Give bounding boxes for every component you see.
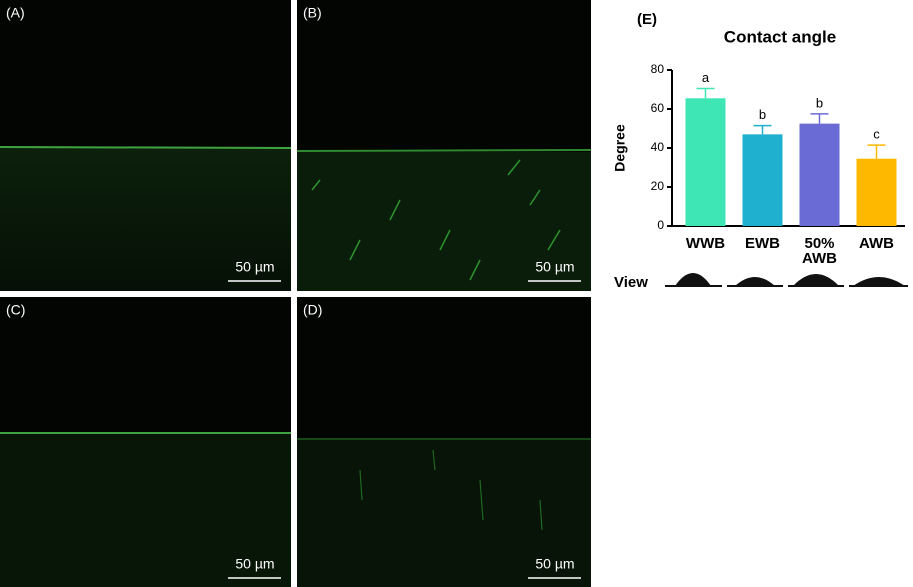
y-tick-label: 40 <box>651 140 665 154</box>
micrograph-d <box>297 297 591 587</box>
significance-letter: a <box>702 70 710 85</box>
x-tick-label: 50% AWB <box>802 235 837 267</box>
scale-bar-label: 50 µm <box>235 556 274 572</box>
x-tick-label: EWB <box>745 235 780 252</box>
panel-label: (B) <box>303 5 322 21</box>
significance-letter: b <box>816 95 823 110</box>
x-tick-label: WWB <box>685 235 726 252</box>
bar <box>742 134 783 226</box>
error-bar <box>810 113 829 124</box>
y-tick-label: 20 <box>651 179 665 193</box>
significance-letter: c <box>873 127 880 142</box>
y-tick-label: 0 <box>657 218 664 232</box>
x-tick-label: AWB <box>859 235 894 252</box>
significance-letter: b <box>759 107 766 122</box>
micrograph-b <box>296 0 592 291</box>
panel-label: (C) <box>6 302 25 318</box>
micrograph-c <box>0 297 291 587</box>
error-bar <box>753 124 772 135</box>
bar <box>856 158 897 226</box>
droplet-views <box>665 273 908 287</box>
error-bar <box>696 87 715 99</box>
scale-bar-label: 50 µm <box>535 259 574 275</box>
panel-label: (A) <box>6 5 25 21</box>
chart-title: Contact angle <box>724 27 836 46</box>
y-tick-label: 60 <box>651 101 665 115</box>
bar <box>685 98 726 226</box>
bar <box>799 123 840 226</box>
micrograph-a <box>0 0 292 291</box>
panel-label: (E) <box>637 11 657 28</box>
panel-label: (D) <box>303 302 322 318</box>
error-bar <box>867 144 886 159</box>
view-label: View <box>614 274 648 291</box>
scale-bar-label: 50 µm <box>235 259 274 275</box>
y-axis-label: Degree <box>612 124 628 172</box>
y-tick-label: 80 <box>651 62 665 76</box>
scale-bar-label: 50 µm <box>535 556 574 572</box>
